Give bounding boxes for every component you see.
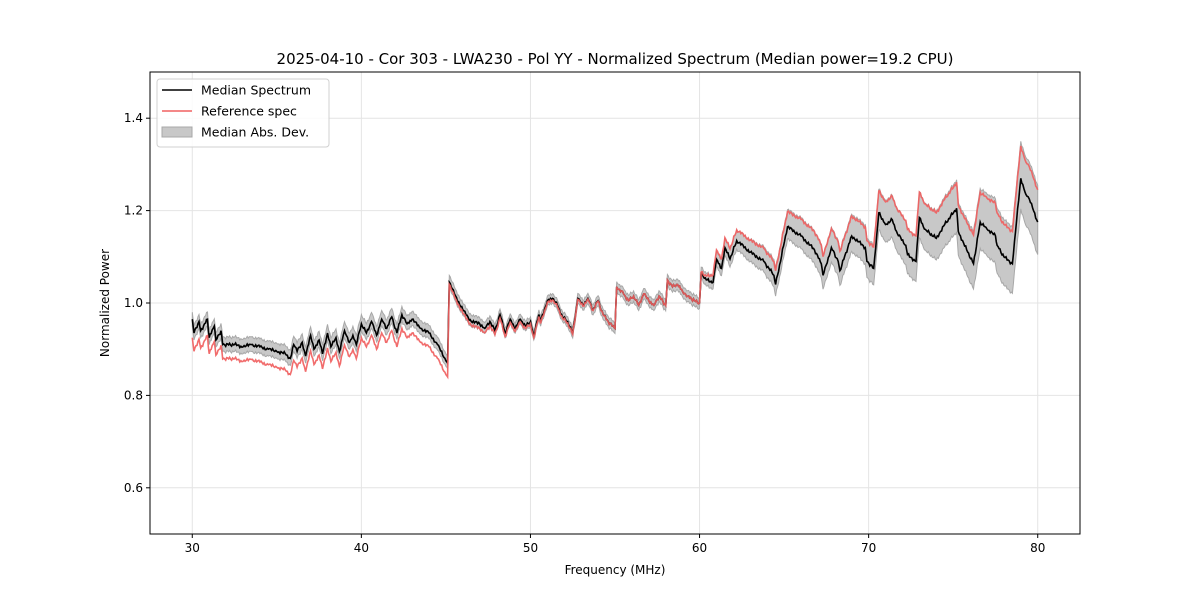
x-tick-label: 80 (1030, 541, 1045, 555)
x-tick-label: 70 (861, 541, 876, 555)
x-axis: 30 40 50 60 70 80 (185, 534, 1045, 555)
legend-mad-swatch (161, 126, 193, 138)
y-tick-label: 1.0 (124, 296, 143, 310)
x-axis-label: Frequency (MHz) (565, 563, 666, 577)
y-tick-label: 0.6 (124, 481, 143, 495)
y-tick-label: 0.8 (124, 388, 143, 402)
legend-median-label: Median Spectrum (201, 83, 311, 98)
x-tick-label: 60 (692, 541, 707, 555)
y-tick-label: 1.2 (124, 204, 143, 218)
legend-mad-label: Median Abs. Dev. (201, 125, 309, 140)
legend: Median Spectrum Reference spec Median Ab… (156, 78, 330, 148)
reference-spec-line (191, 145, 1039, 380)
x-tick-label: 40 (354, 541, 369, 555)
x-tick-label: 50 (523, 541, 538, 555)
y-axis: 0.6 0.8 1.0 1.2 1.4 (124, 111, 150, 495)
chart-title: 2025-04-10 - Cor 303 - LWA230 - Pol YY -… (277, 50, 954, 68)
y-tick-label: 1.4 (124, 111, 143, 125)
y-axis-label: Normalized Power (98, 249, 112, 357)
legend-box (156, 78, 330, 148)
legend-reference-label: Reference spec (201, 104, 297, 119)
x-tick-label: 30 (185, 541, 200, 555)
